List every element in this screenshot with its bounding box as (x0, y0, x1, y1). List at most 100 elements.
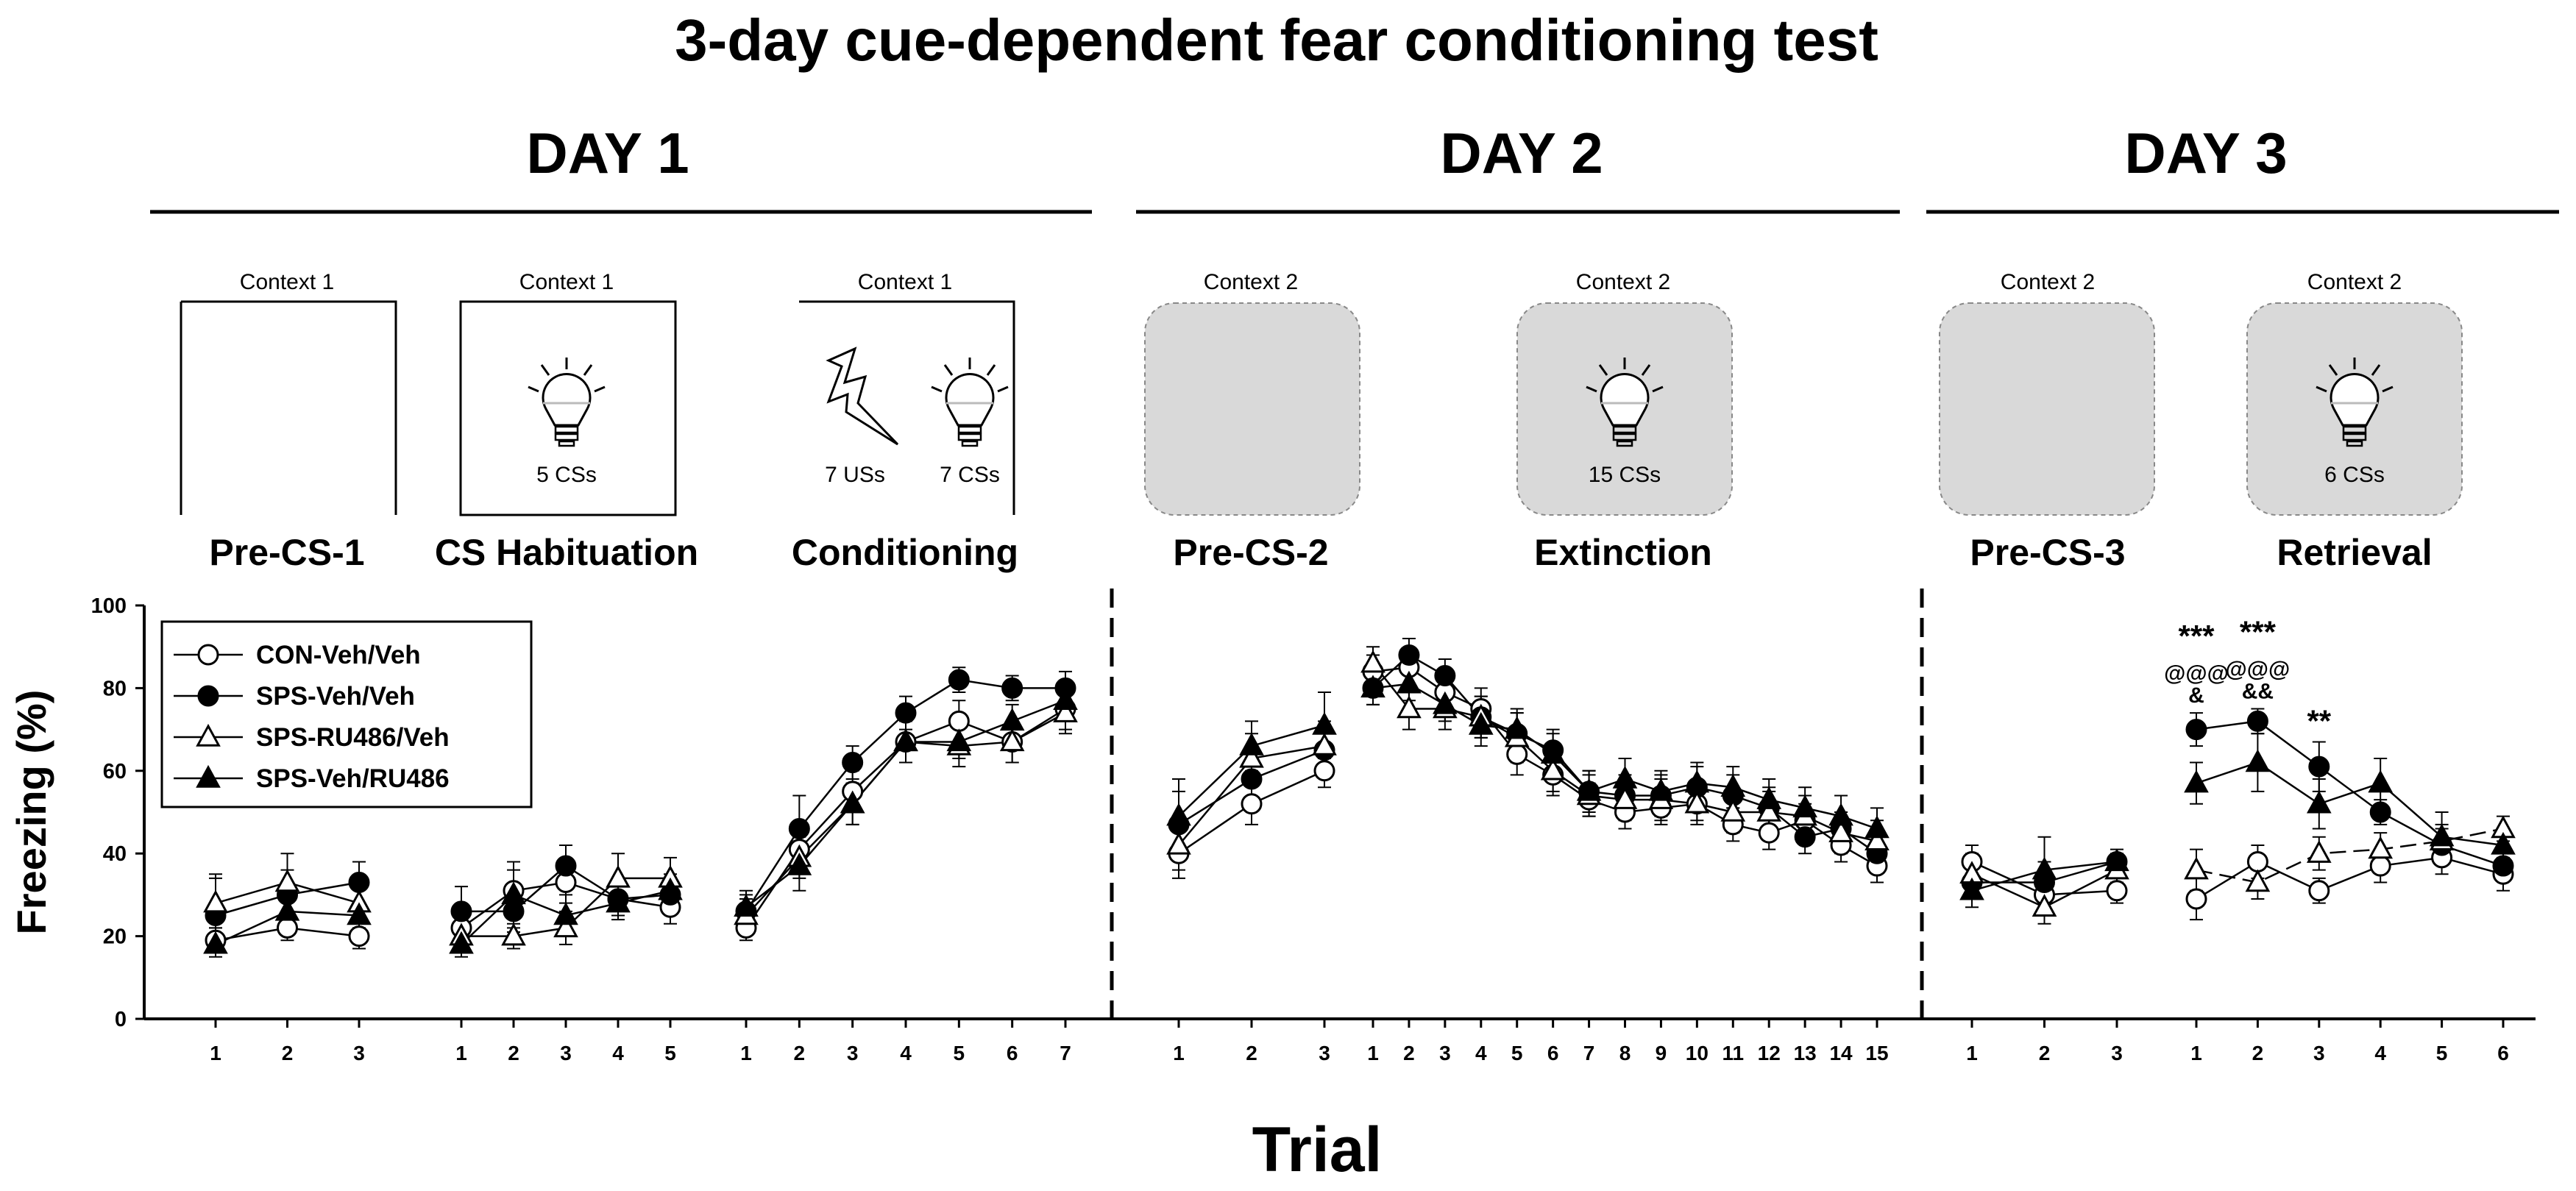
legend: CON-Veh/Veh SPS-Veh/Veh SPS-RU486/Veh SPS-V… (160, 620, 533, 808)
significance-marker: @@@ (2226, 658, 2291, 682)
data-point (606, 889, 631, 913)
x-tick-label: 6 (1007, 1042, 1018, 1064)
data-point (1828, 820, 1853, 842)
phase-cs-habituation: Context 1 5 CSs CS Habituation (435, 270, 698, 573)
data-point (203, 931, 228, 954)
data-point (1828, 803, 1853, 826)
x-tick-label: 3 (1439, 1042, 1451, 1064)
x-tick-label: 1 (455, 1042, 467, 1064)
x-tick-label: 2 (2252, 1042, 2264, 1064)
data-point (1540, 741, 1566, 764)
y-tick-label: 60 (103, 760, 127, 783)
x-tick-label: 4 (1475, 1042, 1487, 1064)
x-tick-label: 8 (1619, 1042, 1631, 1064)
context-label: Context 1 (519, 270, 614, 294)
data-point (1864, 815, 1890, 839)
legend-label: SPS-Veh/Veh (256, 682, 415, 711)
data-point (2492, 855, 2514, 877)
data-point (1720, 774, 1746, 797)
x-tick-label: 1 (1367, 1042, 1379, 1064)
data-point (274, 869, 300, 892)
phase-pre-cs-2: Context 2 Pre-CS-2 (1144, 270, 1360, 573)
context-label: Context 1 (858, 270, 952, 294)
light-bulb-icon (527, 356, 606, 447)
x-tick-label: 6 (2497, 1042, 2509, 1064)
light-bulb-icon (930, 356, 1010, 447)
cs-count-caption: 6 CSs (2324, 463, 2385, 487)
data-point (2369, 801, 2391, 823)
y-tick-group: 0 20 40 60 80 100 (91, 594, 144, 1031)
data-point (1959, 877, 1984, 900)
x-tick-label: 5 (664, 1042, 676, 1064)
series-line (2196, 761, 2504, 847)
data-point (277, 917, 298, 939)
data-point (1398, 644, 1420, 666)
y-tick-label: 0 (115, 1008, 127, 1031)
phase-pre-cs-3: Context 2 Pre-CS-3 (1939, 270, 2155, 573)
data-point (1756, 786, 1782, 809)
x-tick-label: 13 (1794, 1042, 1817, 1064)
data-point (1397, 670, 1422, 694)
data-point (203, 889, 228, 913)
data-point (2106, 880, 2128, 902)
data-point (1312, 733, 1337, 756)
series-group (203, 637, 2516, 958)
x-tick-label: 4 (900, 1042, 912, 1064)
data-point (348, 872, 370, 894)
data-point (948, 669, 970, 691)
phase-label: CS Habituation (435, 532, 698, 573)
significance-marker: ** (2307, 703, 2331, 738)
data-point (2032, 856, 2057, 880)
x-tick-label: 4 (612, 1042, 624, 1064)
data-point (2369, 855, 2391, 877)
y-tick-label: 20 (103, 925, 127, 949)
data-point (555, 855, 577, 877)
x-tick-label: 9 (1656, 1042, 1667, 1064)
y-axis-label: Freezing (%) (8, 690, 54, 935)
data-point (734, 894, 759, 917)
x-tick-label: 1 (740, 1042, 752, 1064)
series-line (2196, 828, 2504, 884)
context-label: Context 2 (2001, 270, 2095, 294)
cs-count-caption: 5 CSs (536, 463, 597, 487)
x-tick-label: 10 (1686, 1042, 1709, 1064)
data-point (553, 902, 578, 925)
data-point (946, 728, 972, 752)
legend-label: CON-Veh/Veh (256, 641, 421, 669)
x-tick-label: 2 (1246, 1042, 1257, 1064)
data-point (1434, 665, 1456, 687)
x-tick-label: 7 (1583, 1042, 1595, 1064)
data-point (1792, 794, 1817, 818)
data-point (1612, 786, 1638, 809)
data-point (1360, 675, 1385, 698)
context-label: Context 2 (2307, 270, 2402, 294)
phase-extinction: Context 2 15 CSs Extinction (1516, 270, 1733, 573)
data-point (503, 900, 525, 922)
data-point (348, 925, 370, 948)
data-point (1001, 677, 1023, 699)
x-tick-label: 1 (1173, 1042, 1185, 1064)
phase-conditioning: Context 1 7 USs 7 CSs Conditioning (792, 270, 1018, 573)
day-3-header: DAY 3 (2124, 121, 2287, 185)
data-point (1794, 826, 1816, 848)
data-point (2245, 749, 2271, 772)
x-tick-label: 11 (1722, 1042, 1744, 1064)
legend-label: SPS-Veh/RU486 (256, 764, 450, 793)
x-tick-label: 3 (353, 1042, 365, 1064)
data-point (501, 922, 526, 946)
phase-label: Pre-CS-1 (209, 532, 364, 573)
data-point (1433, 691, 1458, 714)
data-point (1241, 768, 1263, 790)
data-point (1312, 711, 1337, 735)
significance-marker: *** (2240, 615, 2277, 650)
x-tick-label: 3 (2313, 1042, 2325, 1064)
x-tick-label: 7 (1060, 1042, 1071, 1064)
data-point (999, 728, 1025, 752)
x-tick-label: 3 (847, 1042, 859, 1064)
data-point (1241, 793, 1263, 815)
us-count-caption: 7 USs (825, 463, 885, 487)
data-point (1684, 790, 1710, 814)
data-point (606, 864, 631, 888)
data-point (1360, 650, 1385, 673)
